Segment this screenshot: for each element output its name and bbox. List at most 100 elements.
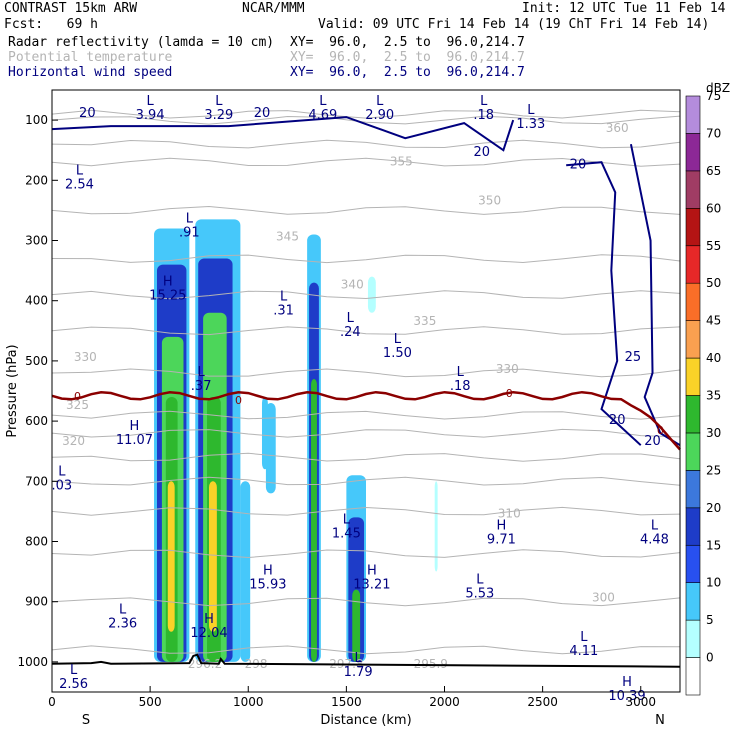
field-xy-reflectivity: XY= 96.0, 2.5 to 96.0,214.7: [290, 35, 525, 50]
reflectivity-cell: [434, 481, 438, 572]
reflectivity-cell: [311, 378, 317, 662]
wind-contour: [629, 143, 681, 447]
colorbar-label: 70: [706, 126, 721, 140]
wind-label: 20: [609, 413, 626, 428]
wind-label: 25: [625, 350, 642, 365]
extremum-symbol: L: [215, 94, 223, 109]
forecast-hour: Fcst: 69 h: [4, 17, 98, 32]
colorbar-swatch: [685, 470, 701, 509]
wind-label: 20: [644, 434, 661, 449]
reflectivity-cell: [352, 589, 361, 662]
theta-contour: [51, 428, 681, 438]
extremum-symbol: L: [476, 573, 484, 588]
extremum-value: 2.90: [365, 108, 394, 123]
extremum-value: 4.48: [640, 532, 669, 547]
extremum-value: 1.79: [344, 665, 373, 680]
theta-label: 330: [74, 350, 97, 364]
theta-contour: [51, 290, 681, 300]
extremum-value: .18: [473, 108, 494, 123]
colorbar-label: 65: [706, 164, 721, 178]
theta-contour: [51, 476, 681, 486]
extremum-value: 15.25: [149, 289, 186, 304]
theta-contour: [51, 115, 681, 125]
field-name-theta: Potential temperature: [8, 50, 173, 65]
extremum-value: 5.53: [465, 587, 494, 602]
y-tick-label: 700: [25, 474, 48, 488]
colorbar-swatch: [685, 544, 701, 583]
theta-contour: [51, 139, 681, 149]
extremum-value: 10.39: [608, 689, 645, 704]
theta-contour: [51, 645, 681, 655]
reflectivity-cell: [240, 481, 251, 662]
x-tick-label: 2000: [429, 695, 460, 709]
colorbar-label: 10: [706, 576, 721, 590]
field-name-wind: Horizontal wind speed: [8, 65, 173, 80]
extremum-symbol: L: [76, 163, 84, 178]
extremum-symbol: H: [204, 612, 214, 627]
extremum-value: .37: [191, 379, 212, 394]
x-tick-label: 3000: [625, 695, 656, 709]
colorbar-swatch: [685, 582, 701, 621]
extremum-symbol: H: [367, 564, 377, 579]
colorbar-swatch: [685, 395, 701, 434]
extremum-symbol: L: [147, 94, 155, 109]
colorbar-swatch: [685, 133, 701, 172]
wind-label: 20: [570, 157, 587, 172]
wind-contour: [51, 116, 515, 152]
theta-label: 355: [390, 154, 413, 168]
extremum-value: 13.21: [353, 578, 390, 593]
colorbar-label: 25: [706, 463, 721, 477]
reflectivity-cell: [265, 403, 276, 494]
extremum-symbol: L: [70, 663, 78, 678]
extremum-symbol: L: [58, 464, 66, 479]
freezing-level-label: 0: [657, 424, 664, 437]
extremum-symbol: L: [394, 332, 402, 347]
theta-contour: [51, 549, 681, 559]
theta-contour: [51, 506, 681, 516]
valid-time: Valid: 09 UTC Fri 14 Feb 14 (19 ChT Fri …: [318, 17, 710, 32]
colorbar-swatch: [685, 95, 701, 134]
extremum-value: .03: [51, 478, 72, 493]
x-tick-label: 2500: [527, 695, 558, 709]
y-tick-label: 600: [25, 414, 48, 428]
wind-label: 20: [474, 145, 491, 160]
north-label: N: [655, 713, 665, 728]
colorbar-label: 50: [706, 276, 721, 290]
reflectivity-cell: [167, 481, 175, 632]
theta-label: 345: [276, 230, 299, 244]
theta-contour: [51, 157, 681, 167]
extremum-value: .18: [450, 379, 471, 394]
freezing-level-line: [51, 390, 681, 451]
colorbar-swatch: [685, 245, 701, 284]
theta-contour: [51, 368, 681, 378]
colorbar-swatch: [685, 619, 701, 658]
south-label: S: [82, 713, 90, 728]
chart-title: CONTRAST 15km ARW: [4, 1, 138, 16]
extremum-symbol: H: [263, 564, 273, 579]
theta-label: 320: [62, 434, 85, 448]
colorbar-label: 30: [706, 426, 721, 440]
field-name-reflectivity: Radar reflectivity (lamda = 10 cm): [8, 35, 275, 50]
colorbar-swatch: [685, 357, 701, 396]
x-tick-label: 500: [139, 695, 162, 709]
theta-label: 325: [66, 398, 89, 412]
colorbar-label: 0: [706, 651, 714, 665]
extremum-value: 2.56: [59, 677, 88, 692]
extremum-value: 1.50: [383, 346, 412, 361]
colorbar-swatch: [685, 657, 701, 696]
extremum-value: 2.36: [108, 617, 137, 632]
extremum-symbol: H: [622, 675, 632, 690]
center-name: NCAR/MMM: [242, 1, 305, 16]
extremum-symbol: L: [347, 311, 355, 326]
extremum-value: .31: [273, 304, 294, 319]
extremum-symbol: L: [355, 651, 363, 666]
wind-contour: [566, 161, 642, 446]
colorbar-swatch: [685, 208, 701, 247]
field-xy-wind: XY= 96.0, 2.5 to 96.0,214.7: [290, 65, 525, 80]
y-tick-label: 800: [25, 535, 48, 549]
wind-label: 20: [254, 106, 271, 121]
extremum-value: 3.94: [136, 108, 165, 123]
field-xy-theta: XY= 96.0, 2.5 to 96.0,214.7: [290, 50, 525, 65]
x-tick-label: 1500: [331, 695, 362, 709]
